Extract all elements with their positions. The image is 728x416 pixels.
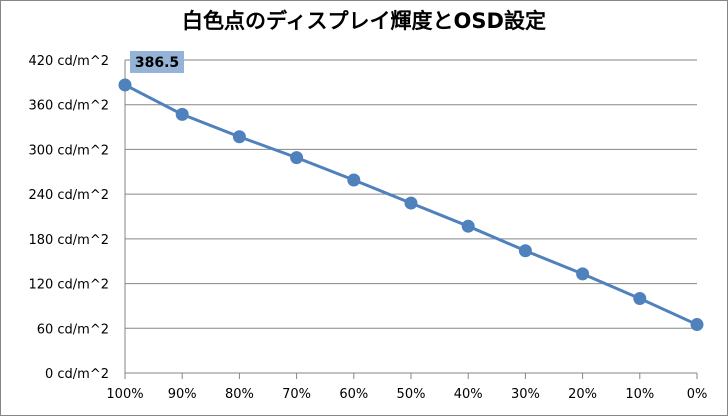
x-tick-label: 70% — [282, 387, 311, 402]
data-point — [175, 107, 189, 121]
y-tick-label: 120 cd/m^2 — [28, 278, 109, 293]
data-point — [118, 78, 132, 92]
x-tick-label: 50% — [397, 387, 426, 402]
data-label: 386.5 — [135, 55, 179, 71]
y-tick-label: 420 cd/m^2 — [28, 54, 109, 69]
y-tick-label: 0 cd/m^2 — [45, 367, 109, 382]
x-tick-label: 80% — [225, 387, 254, 402]
data-label-box — [130, 50, 184, 73]
y-tick-label: 60 cd/m^2 — [37, 322, 109, 337]
data-point — [404, 196, 418, 210]
data-point — [290, 151, 304, 165]
data-point — [518, 244, 532, 258]
data-point — [576, 267, 590, 281]
y-tick-label: 360 cd/m^2 — [28, 99, 109, 114]
y-tick-label: 300 cd/m^2 — [28, 143, 109, 158]
data-point — [232, 130, 246, 144]
x-tick-label: 100% — [106, 387, 143, 402]
x-tick-label: 30% — [511, 387, 540, 402]
data-point — [461, 219, 475, 233]
x-tick-label: 60% — [339, 387, 368, 402]
x-tick-label: 40% — [454, 387, 483, 402]
x-tick-label: 0% — [687, 387, 708, 402]
data-point — [347, 173, 361, 187]
x-tick-label: 20% — [568, 387, 597, 402]
chart-title: 白色点のディスプレイ輝度とOSD設定 — [182, 9, 546, 33]
data-point — [690, 318, 704, 332]
data-point — [633, 291, 647, 305]
y-tick-label: 180 cd/m^2 — [28, 233, 109, 248]
x-tick-label: 90% — [168, 387, 197, 402]
x-tick-label: 10% — [625, 387, 654, 402]
y-tick-label: 240 cd/m^2 — [28, 188, 109, 203]
